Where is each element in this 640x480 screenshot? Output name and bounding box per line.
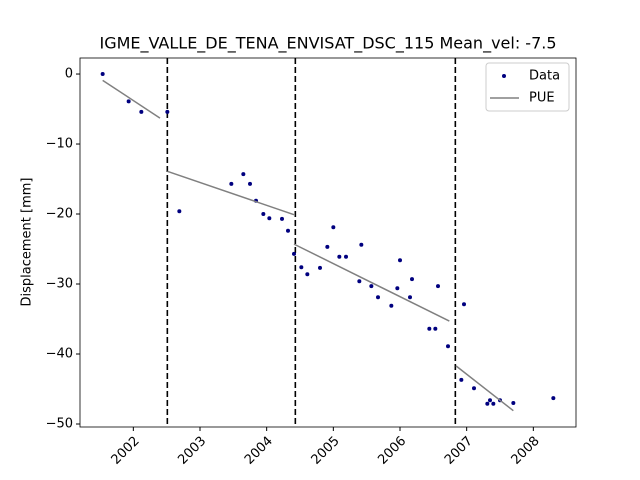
data-point xyxy=(462,302,466,307)
data-point xyxy=(436,284,440,289)
y-tick-label: 0 xyxy=(65,67,73,82)
data-point xyxy=(459,377,464,382)
data-point xyxy=(511,400,516,405)
data-point xyxy=(305,272,310,277)
x-tick-label: 2006 xyxy=(375,434,409,468)
data-point xyxy=(357,279,362,284)
x-tick-label: 2003 xyxy=(175,434,209,468)
data-point xyxy=(261,212,266,217)
data-point xyxy=(331,225,336,230)
data-point xyxy=(410,277,414,282)
y-tick-label: −50 xyxy=(46,416,73,431)
data-point xyxy=(292,251,296,256)
data-point xyxy=(280,216,284,221)
x-tick-label: 2005 xyxy=(309,434,343,468)
data-point xyxy=(241,172,246,177)
legend-box xyxy=(485,62,570,112)
plot-frame xyxy=(79,57,577,428)
data-point xyxy=(337,254,342,259)
data-point xyxy=(395,286,400,291)
data-point xyxy=(344,254,348,259)
data-point xyxy=(389,303,394,308)
data-point xyxy=(376,295,380,300)
data-point xyxy=(398,258,402,263)
legend-label: PUE xyxy=(529,91,555,106)
chart-title: IGME_VALLE_DE_TENA_ENVISAT_DSC_115 Mean_… xyxy=(99,34,556,54)
data-point xyxy=(100,72,105,77)
data-point xyxy=(433,326,438,331)
data-point xyxy=(299,265,304,270)
x-tick-label: 2004 xyxy=(242,434,276,468)
data-point xyxy=(229,181,234,186)
data-point xyxy=(369,284,374,289)
x-tick-label: 2002 xyxy=(109,434,143,468)
fit-line xyxy=(102,79,514,412)
data-point xyxy=(488,398,492,403)
data-point xyxy=(325,244,330,249)
data-point xyxy=(177,209,182,214)
data-point xyxy=(491,401,496,406)
data-point xyxy=(446,344,450,349)
x-tick-label: 2008 xyxy=(509,434,543,468)
legend-marker xyxy=(502,74,506,78)
data-point xyxy=(126,99,131,104)
data-point xyxy=(359,242,364,247)
data-point xyxy=(139,109,144,114)
data-point xyxy=(267,216,272,221)
data-point xyxy=(248,181,252,186)
data-point xyxy=(427,326,432,331)
data-point xyxy=(286,228,290,233)
data-point xyxy=(408,295,412,300)
y-tick-label: −10 xyxy=(46,137,73,152)
data-point xyxy=(318,265,322,270)
legend-label: Data xyxy=(529,69,560,84)
data-point xyxy=(165,109,170,114)
data-point xyxy=(551,396,556,401)
y-tick-label: −20 xyxy=(46,207,73,222)
y-tick-label: −40 xyxy=(46,346,73,361)
data-point xyxy=(485,401,490,406)
y-axis-label: Displacement [mm] xyxy=(20,178,35,307)
y-tick-label: −30 xyxy=(46,277,73,292)
data-point xyxy=(472,386,476,391)
x-tick-label: 2007 xyxy=(442,434,476,468)
